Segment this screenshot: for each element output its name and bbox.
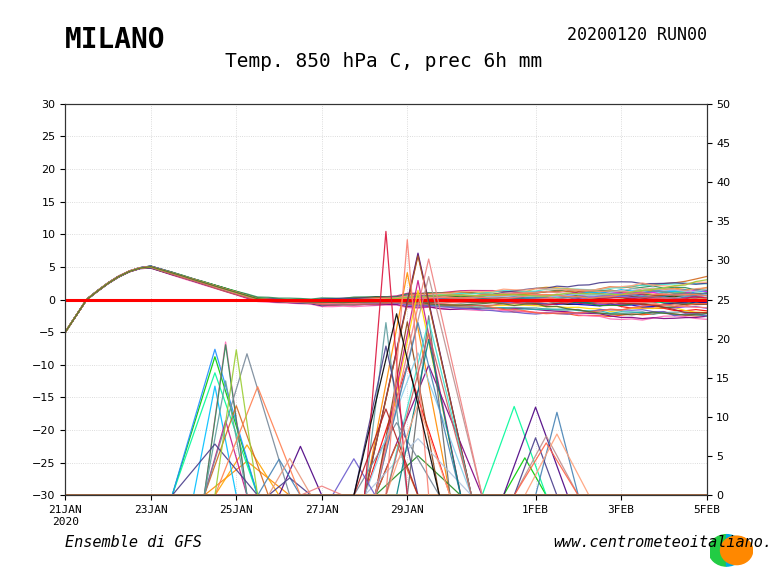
Text: Temp. 850 hPa C, prec 6h mm: Temp. 850 hPa C, prec 6h mm: [225, 52, 543, 71]
Text: Ensemble di GFS: Ensemble di GFS: [65, 535, 202, 550]
Wedge shape: [727, 535, 744, 566]
Circle shape: [720, 536, 753, 564]
Wedge shape: [709, 535, 727, 566]
Text: 20200120 RUN00: 20200120 RUN00: [567, 26, 707, 44]
Text: MILANO: MILANO: [65, 26, 166, 54]
Text: www.centrometeoitaliano.it: www.centrometeoitaliano.it: [553, 535, 768, 550]
